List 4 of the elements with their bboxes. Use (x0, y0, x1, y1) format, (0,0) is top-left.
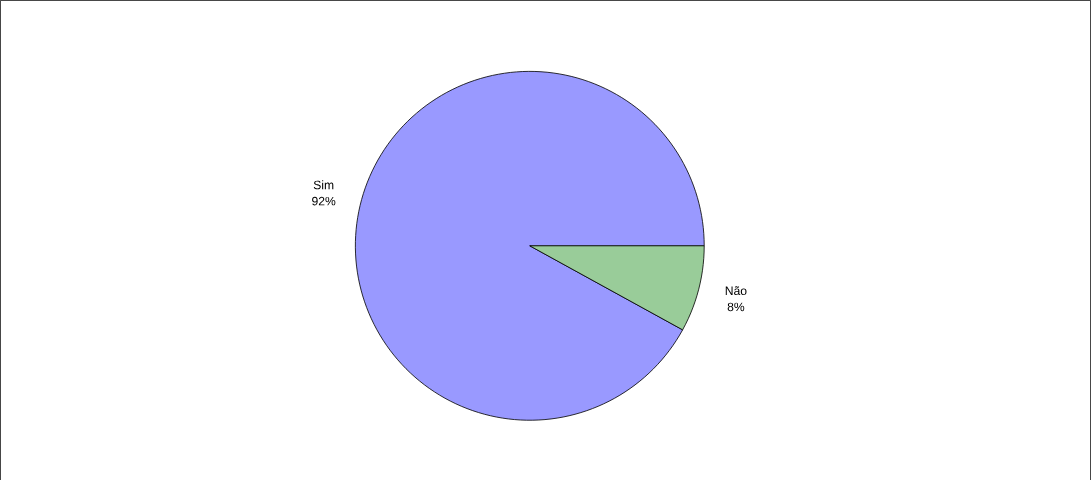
slice-label: Sim (313, 180, 334, 190)
data-label: 8% (727, 302, 745, 311)
data-label: 92% (312, 196, 336, 206)
slice-label: Não (725, 286, 747, 295)
